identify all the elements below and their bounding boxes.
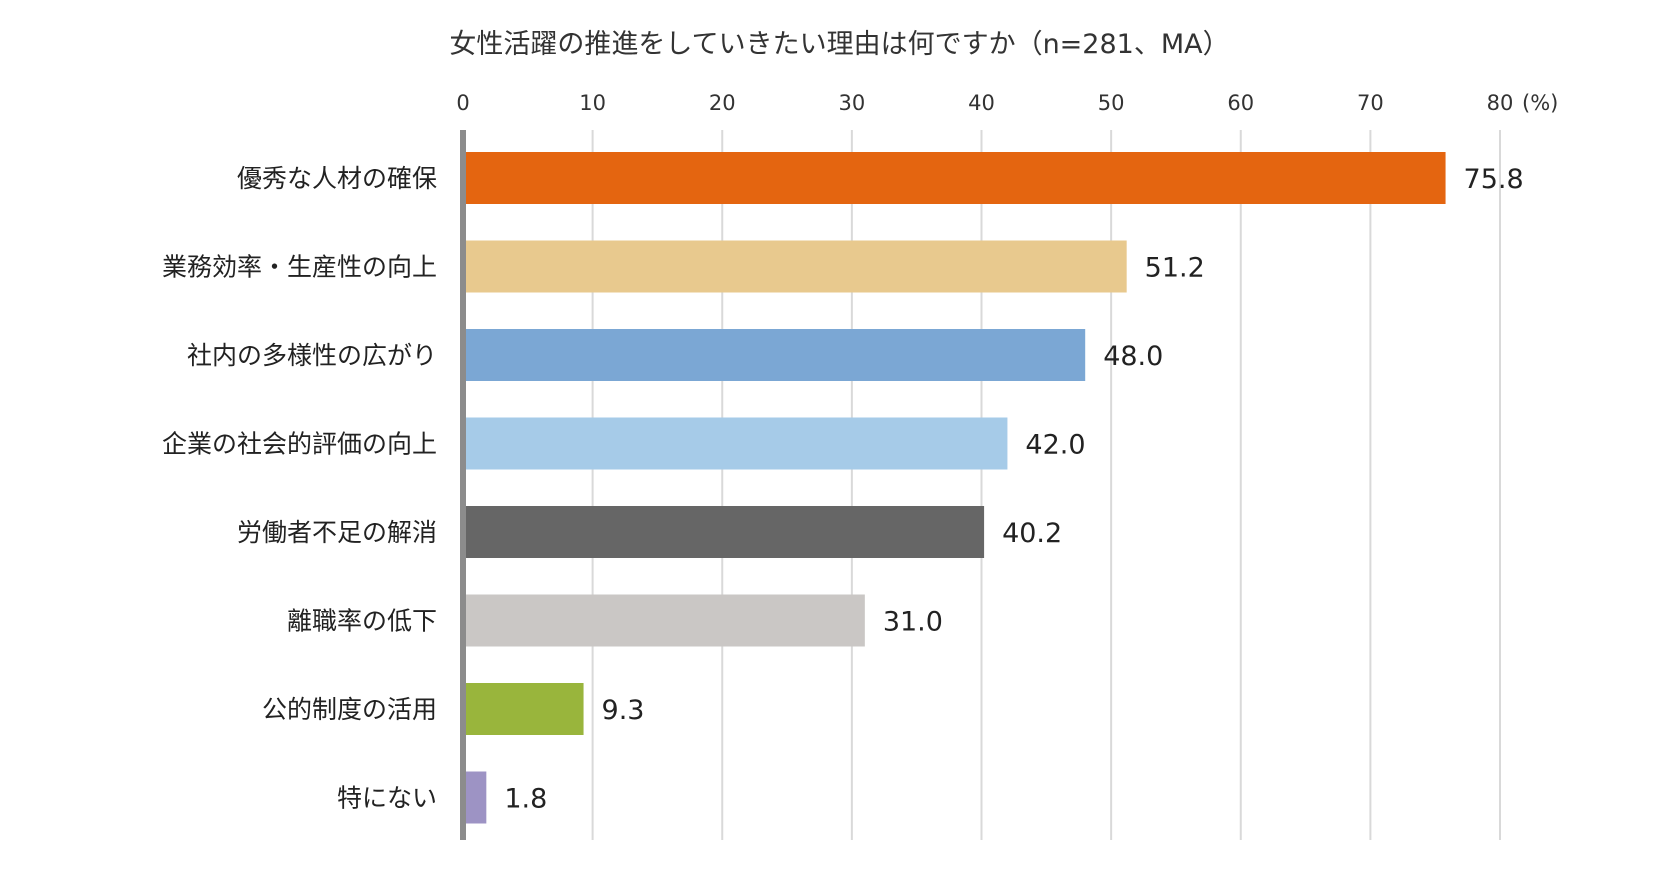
x-tick-label: 50 — [1098, 91, 1125, 115]
x-tick-label: 20 — [709, 91, 736, 115]
gridlines — [591, 130, 1501, 840]
data-label: 48.0 — [1103, 341, 1163, 372]
bar — [463, 417, 1008, 470]
data-labels: 75.8 51.2 48.0 42.0 40.2 31.0 9.3 1.8 — [504, 164, 1523, 815]
data-label: 1.8 — [504, 784, 547, 815]
category-label: 優秀な人材の確保 — [237, 164, 437, 193]
category-label: 労働者不足の解消 — [237, 518, 437, 547]
x-tick-label: 0 — [456, 91, 469, 115]
x-axis-ticks: 0 10 20 30 40 50 60 70 80 (%) — [456, 91, 1558, 115]
category-label: 業務効率・生産性の向上 — [162, 253, 437, 282]
chart-title: 女性活躍の推進をしていきたい理由は何ですか（n=281、MA） — [449, 29, 1230, 60]
data-label: 75.8 — [1464, 164, 1524, 195]
data-label: 9.3 — [602, 695, 645, 726]
category-labels: 優秀な人材の確保業務効率・生産性の向上社内の多様性の広がり企業の社会的評価の向上… — [162, 164, 437, 813]
bar — [463, 329, 1086, 381]
category-label: 社内の多様性の広がり — [187, 341, 437, 370]
x-tick-label: 10 — [579, 91, 606, 115]
bar — [463, 771, 487, 824]
category-label: 離職率の低下 — [287, 607, 437, 636]
bar — [463, 683, 584, 735]
x-tick-label: 80 — [1487, 91, 1514, 115]
x-tick-label: 30 — [839, 91, 866, 115]
data-label: 42.0 — [1025, 430, 1085, 461]
category-label: 特にない — [337, 784, 437, 813]
bar — [463, 152, 1446, 204]
data-label: 51.2 — [1145, 253, 1205, 284]
x-unit-label: (%) — [1522, 91, 1558, 115]
category-label: 公的制度の活用 — [262, 695, 437, 724]
x-tick-label: 40 — [968, 91, 995, 115]
data-label: 40.2 — [1002, 518, 1062, 549]
data-label: 31.0 — [883, 607, 943, 638]
x-tick-label: 70 — [1357, 91, 1384, 115]
bars — [463, 152, 1446, 824]
category-label: 企業の社会的評価の向上 — [162, 430, 437, 459]
x-tick-label: 60 — [1227, 91, 1254, 115]
bar — [463, 506, 985, 558]
bar — [463, 594, 865, 647]
bar — [463, 240, 1127, 293]
